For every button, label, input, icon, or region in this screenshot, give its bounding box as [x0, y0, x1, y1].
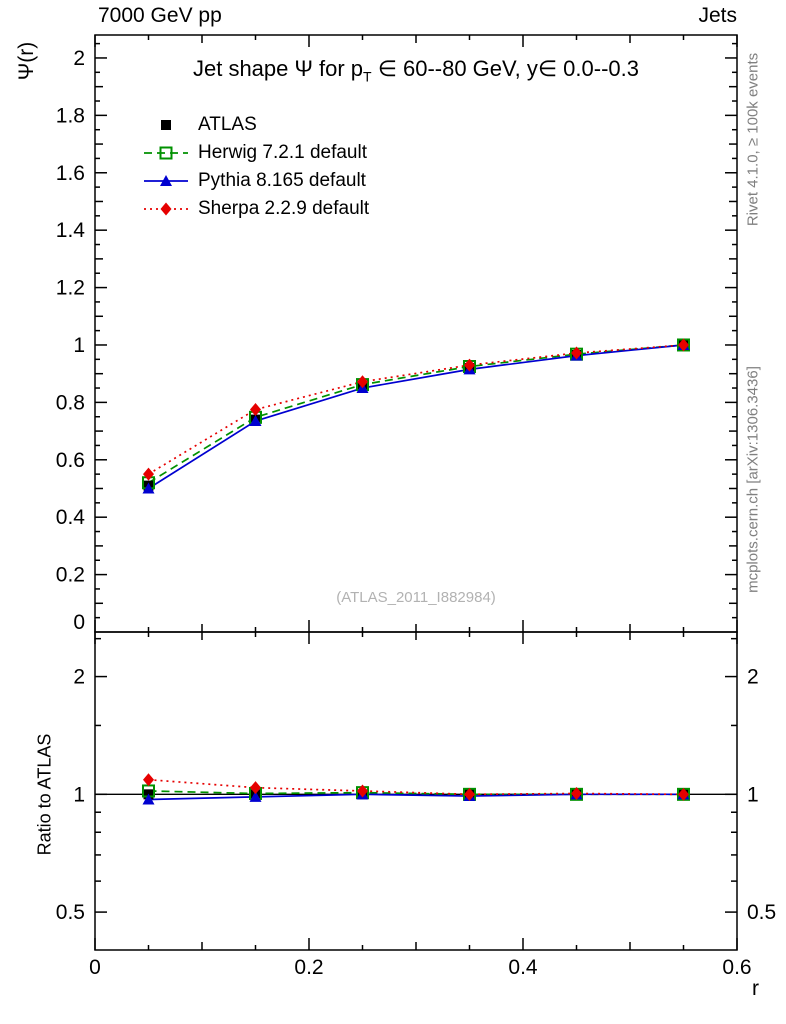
- svg-text:2: 2: [73, 47, 85, 70]
- plot-title: Jet shape Ψ for pT ∈ 60--80 GeV, y∈ 0.0-…: [95, 56, 737, 84]
- svg-text:1: 1: [747, 783, 759, 806]
- svg-text:0.2: 0.2: [294, 956, 323, 979]
- svg-text:1.4: 1.4: [56, 219, 86, 242]
- legend-item-atlas: ATLAS: [143, 111, 369, 139]
- plot-title-pre: Jet shape Ψ for p: [192, 56, 364, 81]
- plot-title-post: ∈ 60--80 GeV, y∈ 0.0--0.3: [371, 56, 639, 81]
- herwig-marker-icon: [144, 146, 188, 160]
- legend-label: Herwig 7.2.1 default: [198, 142, 367, 163]
- pythia-marker-icon: [144, 175, 188, 186]
- legend: ATLAS Herwig 7.2.1 default Pythia 8.165 …: [143, 111, 369, 223]
- beam-energy-label: 7000 GeV pp: [98, 4, 222, 27]
- svg-text:1.6: 1.6: [56, 162, 85, 185]
- legend-item-pythia: Pythia 8.165 default: [143, 167, 369, 195]
- svg-text:0.8: 0.8: [56, 391, 85, 414]
- svg-text:2: 2: [73, 666, 85, 689]
- legend-item-herwig: Herwig 7.2.1 default: [143, 139, 369, 167]
- mcplots-reference-note: mcplots.cern.ch [arXiv:1306.3436]: [744, 366, 762, 593]
- legend-label: ATLAS: [198, 114, 257, 135]
- svg-text:0.4: 0.4: [56, 506, 86, 529]
- svg-text:0.6: 0.6: [56, 449, 85, 472]
- plot-title-subscript: T: [363, 68, 372, 85]
- svg-text:1.8: 1.8: [56, 104, 85, 127]
- svg-text:0.5: 0.5: [56, 901, 85, 924]
- svg-text:0.4: 0.4: [508, 956, 538, 979]
- analysis-group-label: Jets: [698, 4, 737, 27]
- svg-text:0.2: 0.2: [56, 564, 85, 587]
- analysis-id-watermark: (ATLAS_2011_I882984): [336, 589, 496, 606]
- legend-label: Pythia 8.165 default: [198, 170, 366, 191]
- y-axis-label: Ψ(r): [15, 41, 38, 81]
- svg-text:1: 1: [73, 334, 85, 357]
- legend-label: Sherpa 2.2.9 default: [198, 198, 370, 219]
- ratio-y-axis-label: Ratio to ATLAS: [34, 733, 55, 856]
- svg-text:1.2: 1.2: [56, 277, 85, 300]
- svg-text:1: 1: [73, 783, 85, 806]
- svg-text:0.6: 0.6: [722, 956, 751, 979]
- atlas-marker-icon: [161, 120, 171, 130]
- svg-text:2: 2: [747, 666, 759, 689]
- legend-item-sherpa: Sherpa 2.2.9 default: [143, 195, 369, 223]
- svg-text:0.5: 0.5: [747, 901, 776, 924]
- sherpa-marker-icon: [144, 202, 188, 216]
- x-axis-label: r: [752, 977, 759, 1000]
- svg-text:0: 0: [73, 611, 85, 634]
- rivet-version-note: Rivet 4.1.0, ≥ 100k events: [744, 52, 762, 227]
- svg-text:0: 0: [89, 956, 101, 979]
